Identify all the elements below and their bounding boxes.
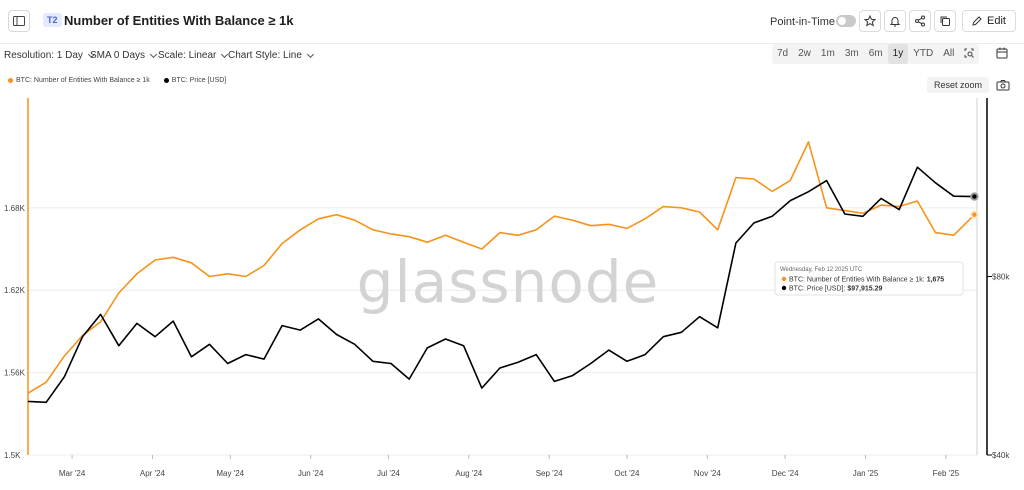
sidebar-icon <box>13 16 25 26</box>
x-tick-label: Aug '24 <box>455 469 482 478</box>
copy-button[interactable] <box>934 10 956 32</box>
tooltip-entities-value: 1,675 <box>927 277 945 284</box>
watermark-text: glassnode <box>357 248 660 316</box>
x-tick-label: Dec '24 <box>772 469 799 478</box>
edit-button[interactable]: Edit <box>962 10 1016 32</box>
chart-legend: BTC: Number of Entities With Balance ≥ 1… <box>8 77 226 84</box>
range-7d[interactable]: 7d <box>777 48 789 59</box>
tier-badge: T2 <box>43 13 62 27</box>
tooltip-dot-entities <box>781 276 787 282</box>
range-2w[interactable]: 2w <box>798 48 811 59</box>
sidebar-toggle-button[interactable] <box>8 10 30 32</box>
range-1y[interactable]: 1y <box>887 44 909 64</box>
point-in-time-toggle[interactable] <box>836 15 856 27</box>
y-left-tick-label: 1.5K <box>4 451 21 460</box>
share-button[interactable] <box>909 10 931 32</box>
tooltip-box <box>774 261 964 296</box>
x-tick-label: Jan '25 <box>853 469 879 478</box>
x-tick-label: Sep '24 <box>536 469 563 478</box>
x-tick-label: Oct '24 <box>614 469 640 478</box>
tooltip-entities: BTC: Number of Entities With Balance ≥ 1… <box>789 277 944 284</box>
x-tick-label: Jun '24 <box>298 469 324 478</box>
copy-icon <box>940 16 950 26</box>
camera-icon <box>996 80 1010 91</box>
top-bar: T2 Number of Entities With Balance ≥ 1k … <box>0 0 1024 44</box>
calendar-icon <box>996 47 1008 59</box>
time-range-group: 7d 2w 1m 3m 6m 1y YTD All <box>772 44 980 64</box>
reset-zoom-button[interactable]: Reset zoom <box>927 77 990 93</box>
y-left-tick-label: 1.56K <box>4 369 26 378</box>
y-right-tick-label: $40k <box>992 451 1010 460</box>
legend-item-entities[interactable]: BTC: Number of Entities With Balance ≥ 1… <box>8 77 150 84</box>
y-right-tick-label: $80k <box>992 273 1010 282</box>
legend-dot-entities <box>8 78 13 83</box>
zoom-range-button[interactable] <box>959 44 979 64</box>
chart-style-value: Chart Style: Line <box>228 50 302 61</box>
x-tick-label: Feb '25 <box>933 469 960 478</box>
legend-dot-price <box>163 78 169 83</box>
x-tick-label: Mar '24 <box>59 469 86 478</box>
entities-end-point[interactable] <box>970 210 979 219</box>
x-tick-label: Nov '24 <box>694 469 721 478</box>
range-all[interactable]: All <box>943 48 955 59</box>
date-picker-button[interactable] <box>994 45 1010 61</box>
y-axis-right: $40k $80k <box>987 273 1010 460</box>
star-icon <box>864 15 876 27</box>
pencil-icon <box>972 16 982 26</box>
scale-select[interactable]: Scale: Linear <box>158 50 229 61</box>
tooltip-price-label: BTC: Price [USD]: <box>789 286 845 293</box>
zoom-icon <box>964 48 975 58</box>
x-tick-label: May '24 <box>216 469 244 478</box>
legend-label-entities: BTC: Number of Entities With Balance ≥ 1… <box>16 77 150 84</box>
legend-label-price: BTC: Price [USD] <box>171 77 227 84</box>
range-1m[interactable]: 1m <box>820 48 835 59</box>
page-title: Number of Entities With Balance ≥ 1k <box>64 13 294 28</box>
range-6m[interactable]: 6m <box>868 48 883 59</box>
chart-style-select[interactable]: Chart Style: Line <box>228 50 314 61</box>
sma-value: SMA 0 Days <box>90 50 146 61</box>
price-end-point[interactable] <box>970 192 979 201</box>
entities-series-line <box>27 141 975 394</box>
range-3m[interactable]: 3m <box>844 48 859 59</box>
y-axis-left: 1.5K 1.56K 1.62K 1.68K <box>4 204 26 460</box>
tooltip-entities-label: BTC: Number of Entities With Balance ≥ 1… <box>789 277 925 284</box>
series-lines <box>27 141 979 404</box>
y-left-tick-label: 1.62K <box>4 286 26 295</box>
x-tick-label: Apr '24 <box>140 469 166 478</box>
tooltip-dot-price <box>781 285 787 291</box>
tooltip: Wednesday, Feb 12 2025 UTC BTC: Number o… <box>774 261 964 296</box>
resolution-value: Resolution: 1 Day <box>4 50 83 61</box>
x-tick-label: Jul '24 <box>377 469 400 478</box>
bell-icon <box>889 17 901 27</box>
scale-value: Scale: Linear <box>158 50 217 61</box>
resolution-select[interactable]: Resolution: 1 Day <box>4 50 95 61</box>
chart-options-bar: Resolution: 1 Day SMA 0 Days Scale: Line… <box>0 44 1024 68</box>
sma-select[interactable]: SMA 0 Days <box>90 50 158 61</box>
edit-button-label: Edit <box>987 15 1006 27</box>
range-ytd[interactable]: YTD <box>913 48 934 59</box>
tooltip-price-value: $97,915.29 <box>847 286 882 293</box>
legend-item-price[interactable]: BTC: Price [USD] <box>163 77 227 84</box>
favorite-button[interactable] <box>859 10 881 32</box>
screenshot-button[interactable] <box>996 78 1010 91</box>
share-icon <box>915 15 925 27</box>
x-axis: Mar '24 Apr '24 May '24 Jun '24 Jul '24 Aug '… <box>59 455 960 478</box>
y-left-tick-label: 1.68K <box>4 204 26 213</box>
tooltip-date: Wednesday, Feb 12 2025 UTC <box>780 267 863 273</box>
tooltip-price: BTC: Price [USD]: $97,915.29 <box>789 286 883 293</box>
price-series-line <box>27 166 975 404</box>
alert-button[interactable] <box>884 10 906 32</box>
point-in-time-label: Point-in-Time <box>770 16 835 28</box>
